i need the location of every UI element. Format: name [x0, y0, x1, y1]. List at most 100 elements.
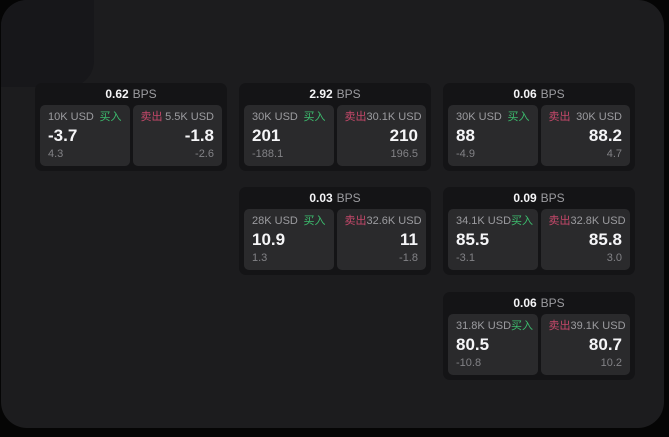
- bps-unit-label: BPS: [336, 87, 361, 101]
- card-header: 0.03 BPS: [239, 187, 431, 209]
- sell-price: 85.8: [588, 230, 622, 249]
- buy-price: -3.7: [48, 126, 78, 145]
- buy-panel-top: 30K USD 买入: [252, 111, 326, 124]
- buy-price: 10.9: [252, 230, 286, 249]
- sell-panel[interactable]: 卖出 30.1K USD 210 196.5: [336, 105, 426, 166]
- sell-price: 80.7: [588, 335, 622, 354]
- buy-delta: -10.8: [456, 357, 482, 369]
- buy-panel-top: 30K USD 买入: [456, 111, 530, 124]
- sell-panel[interactable]: 卖出 30K USD 88.2 4.7: [540, 105, 630, 166]
- buy-panel-top: 31.8K USD 买入: [456, 320, 534, 333]
- buy-tag: 买入: [511, 215, 534, 227]
- buy-tag: 买入: [99, 111, 122, 123]
- sell-delta: -1.8: [399, 252, 418, 264]
- card-body: 31.8K USD 买入 80.5 -10.8 卖出 39.1K USD 80.…: [443, 314, 635, 380]
- buy-amount: 34.1K USD: [456, 215, 512, 227]
- buy-tag: 买入: [511, 320, 534, 332]
- card-header: 0.06 BPS: [443, 292, 635, 314]
- card-body: 30K USD 买入 201 -188.1 卖出 30.1K USD 210 1…: [239, 105, 431, 171]
- sell-panel-top: 卖出 32.6K USD: [344, 215, 422, 228]
- buy-panel-top: 28K USD 买入: [252, 215, 326, 228]
- buy-amount: 31.8K USD: [456, 320, 512, 332]
- bps-unit-label: BPS: [336, 191, 361, 205]
- card-header: 2.92 BPS: [239, 83, 431, 105]
- buy-tag: 买入: [507, 111, 530, 123]
- buy-amount: 30K USD: [456, 111, 502, 123]
- buy-panel[interactable]: 34.1K USD 买入 85.5 -3.1: [448, 209, 538, 270]
- bps-unit-label: BPS: [540, 191, 565, 205]
- sell-amount: 30K USD: [576, 111, 622, 123]
- sell-amount: 32.6K USD: [366, 215, 422, 227]
- card-body: 34.1K USD 买入 85.5 -3.1 卖出 32.8K USD 85.8…: [443, 209, 635, 275]
- sell-amount: 30.1K USD: [366, 111, 422, 123]
- buy-amount: 30K USD: [252, 111, 298, 123]
- sell-amount: 32.8K USD: [570, 215, 626, 227]
- buy-delta: -3.1: [456, 252, 475, 264]
- buy-tag: 买入: [303, 111, 326, 123]
- card-header: 0.06 BPS: [443, 83, 635, 105]
- sell-tag: 卖出: [548, 320, 571, 332]
- buy-price: 201: [252, 126, 281, 145]
- sell-tag: 卖出: [548, 215, 571, 227]
- buy-delta: -188.1: [252, 148, 284, 160]
- buy-panel[interactable]: 30K USD 买入 88 -4.9: [448, 105, 538, 166]
- buy-price: 88: [456, 126, 475, 145]
- sell-panel-top: 卖出 30K USD: [549, 111, 623, 124]
- sell-panel[interactable]: 卖出 32.6K USD 11 -1.8: [336, 209, 426, 270]
- buy-panel[interactable]: 28K USD 买入 10.9 1.3: [244, 209, 334, 270]
- quote-card: 0.09 BPS 34.1K USD 买入 85.5 -3.1 卖出 32.8K…: [443, 187, 635, 275]
- quote-card: 0.62 BPS 10K USD 买入 -3.7 4.3 卖出 5.5K USD…: [35, 83, 227, 171]
- sell-delta: 4.7: [606, 148, 622, 160]
- quote-card: 0.03 BPS 28K USD 买入 10.9 1.3 卖出 32.6K US…: [239, 187, 431, 275]
- buy-price: 80.5: [456, 335, 490, 354]
- bps-unit-label: BPS: [540, 87, 565, 101]
- quote-card: 0.06 BPS 30K USD 买入 88 -4.9 卖出 30K USD 8…: [443, 83, 635, 171]
- bps-unit-label: BPS: [132, 87, 157, 101]
- sell-panel[interactable]: 卖出 32.8K USD 85.8 3.0: [540, 209, 630, 270]
- sell-delta: 196.5: [390, 148, 418, 160]
- buy-price: 85.5: [456, 230, 490, 249]
- sell-price: -1.8: [184, 126, 214, 145]
- buy-panel[interactable]: 31.8K USD 买入 80.5 -10.8: [448, 314, 538, 375]
- buy-delta: -4.9: [456, 148, 475, 160]
- card-body: 28K USD 买入 10.9 1.3 卖出 32.6K USD 11 -1.8: [239, 209, 431, 275]
- sell-panel[interactable]: 卖出 5.5K USD -1.8 -2.6: [132, 105, 222, 166]
- sell-panel[interactable]: 卖出 39.1K USD 80.7 10.2: [540, 314, 630, 375]
- buy-amount: 10K USD: [48, 111, 94, 123]
- card-body: 30K USD 买入 88 -4.9 卖出 30K USD 88.2 4.7: [443, 105, 635, 171]
- sell-tag: 卖出: [344, 111, 367, 123]
- main-panel: 0.62 BPS 10K USD 买入 -3.7 4.3 卖出 5.5K USD…: [1, 0, 664, 428]
- bps-value: 0.03: [309, 191, 333, 205]
- sell-price: 88.2: [588, 126, 622, 145]
- quote-card: 0.06 BPS 31.8K USD 买入 80.5 -10.8 卖出 39.1…: [443, 292, 635, 380]
- card-header: 0.62 BPS: [35, 83, 227, 105]
- sell-amount: 5.5K USD: [165, 111, 214, 123]
- corner-shade: [1, 0, 94, 87]
- sell-panel-top: 卖出 32.8K USD: [548, 215, 626, 228]
- bps-value: 2.92: [309, 87, 333, 101]
- buy-tag: 买入: [303, 215, 326, 227]
- card-header: 0.09 BPS: [443, 187, 635, 209]
- sell-delta: 3.0: [606, 252, 622, 264]
- sell-tag: 卖出: [344, 215, 367, 227]
- buy-panel-top: 10K USD 买入: [48, 111, 122, 124]
- bps-value: 0.09: [513, 191, 537, 205]
- sell-delta: 10.2: [600, 357, 622, 369]
- buy-panel[interactable]: 30K USD 买入 201 -188.1: [244, 105, 334, 166]
- buy-panel[interactable]: 10K USD 买入 -3.7 4.3: [40, 105, 130, 166]
- buy-delta: 1.3: [252, 252, 268, 264]
- sell-panel-top: 卖出 5.5K USD: [141, 111, 215, 124]
- sell-amount: 39.1K USD: [570, 320, 626, 332]
- bps-unit-label: BPS: [540, 296, 565, 310]
- bps-value: 0.06: [513, 87, 537, 101]
- bps-value: 0.06: [513, 296, 537, 310]
- sell-panel-top: 卖出 30.1K USD: [344, 111, 422, 124]
- card-body: 10K USD 买入 -3.7 4.3 卖出 5.5K USD -1.8 -2.…: [35, 105, 227, 171]
- sell-price: 210: [389, 126, 418, 145]
- sell-delta: -2.6: [195, 148, 214, 160]
- sell-panel-top: 卖出 39.1K USD: [548, 320, 626, 333]
- buy-amount: 28K USD: [252, 215, 298, 227]
- sell-tag: 卖出: [548, 111, 571, 123]
- buy-delta: 4.3: [48, 148, 64, 160]
